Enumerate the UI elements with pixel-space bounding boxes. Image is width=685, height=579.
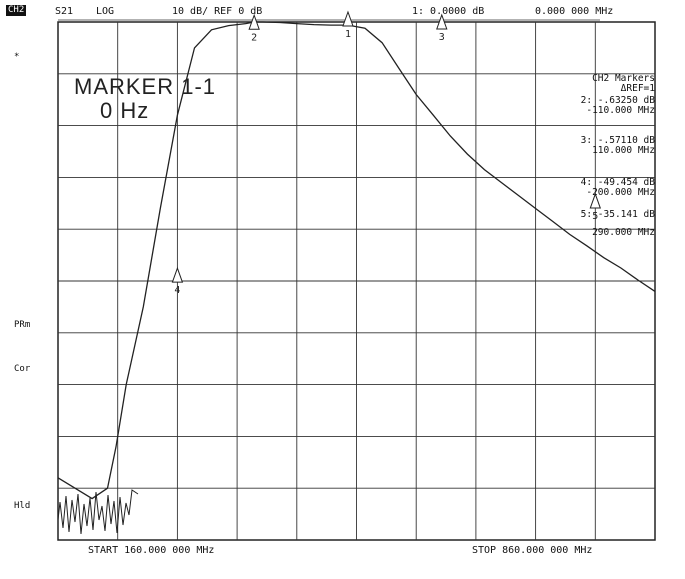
marker-4: 4 [171, 266, 184, 296]
marker-5-symbol [589, 192, 602, 209]
format-label: LOG [96, 6, 115, 17]
parameter-label: S21 [55, 6, 74, 17]
readout-row-5-value: 5: -35.141 dB [580, 209, 655, 220]
marker-value-label: 1: 0.0000 dB [412, 6, 485, 17]
readout-row-2-freq: -110.000 MHz [586, 105, 655, 116]
side-label-hld: Hld [14, 501, 31, 511]
plot-grid [57, 19, 656, 541]
marker-1: 1 [342, 10, 354, 40]
marker-3-symbol [436, 13, 448, 30]
marker-3: 3 [436, 13, 448, 43]
noise-floor-trace [57, 489, 139, 535]
s21-trace [57, 21, 656, 500]
marker-box-line1: MARKER 1-1 [74, 74, 217, 99]
stop-frequency-label: STOP 860.000 000 MHz [472, 545, 593, 556]
channel-badge: CH2 [6, 5, 27, 16]
readout-row-3-freq: 110.000 MHz [592, 145, 655, 156]
marker-5-label: 5 [592, 211, 598, 222]
marker-4-label: 4 [174, 285, 180, 296]
readout-row-3-value: 3: -.57110 dB [580, 135, 655, 146]
marker-1-label: 1 [345, 29, 351, 40]
side-label-star: * [14, 52, 20, 62]
side-label-cor: Cor [14, 364, 31, 374]
marker-frequency-label: 0.000 000 MHz [535, 6, 614, 17]
marker-2-symbol [248, 13, 260, 30]
marker-box-line2: 0 Hz [100, 98, 150, 123]
marker-5: 5 [589, 192, 602, 222]
start-frequency-label: START 160.000 000 MHz [88, 545, 215, 556]
marker-2: 2 [248, 13, 260, 43]
side-label-prm: PRm [14, 320, 31, 330]
marker-1-symbol [342, 10, 354, 27]
marker-group: 1 2 3 4 5 [171, 10, 602, 296]
readout-subtitle: ΔREF=1 [620, 83, 655, 94]
scale-label: 10 dB/ REF 0 dB [172, 6, 263, 17]
readout-row-2-value: 2: -.63250 dB [580, 95, 655, 106]
readout-title: CH2 Markers [592, 73, 655, 84]
readout-row-4-freq: -200.000 MHz [586, 187, 655, 198]
marker-3-label: 3 [439, 32, 445, 43]
marker-2-label: 2 [251, 32, 257, 43]
readout-row-5-freq: 290.000 MHz [592, 227, 655, 238]
marker-4-symbol [171, 266, 184, 283]
readout-row-4-value: 4: -49.454 dB [580, 177, 655, 188]
